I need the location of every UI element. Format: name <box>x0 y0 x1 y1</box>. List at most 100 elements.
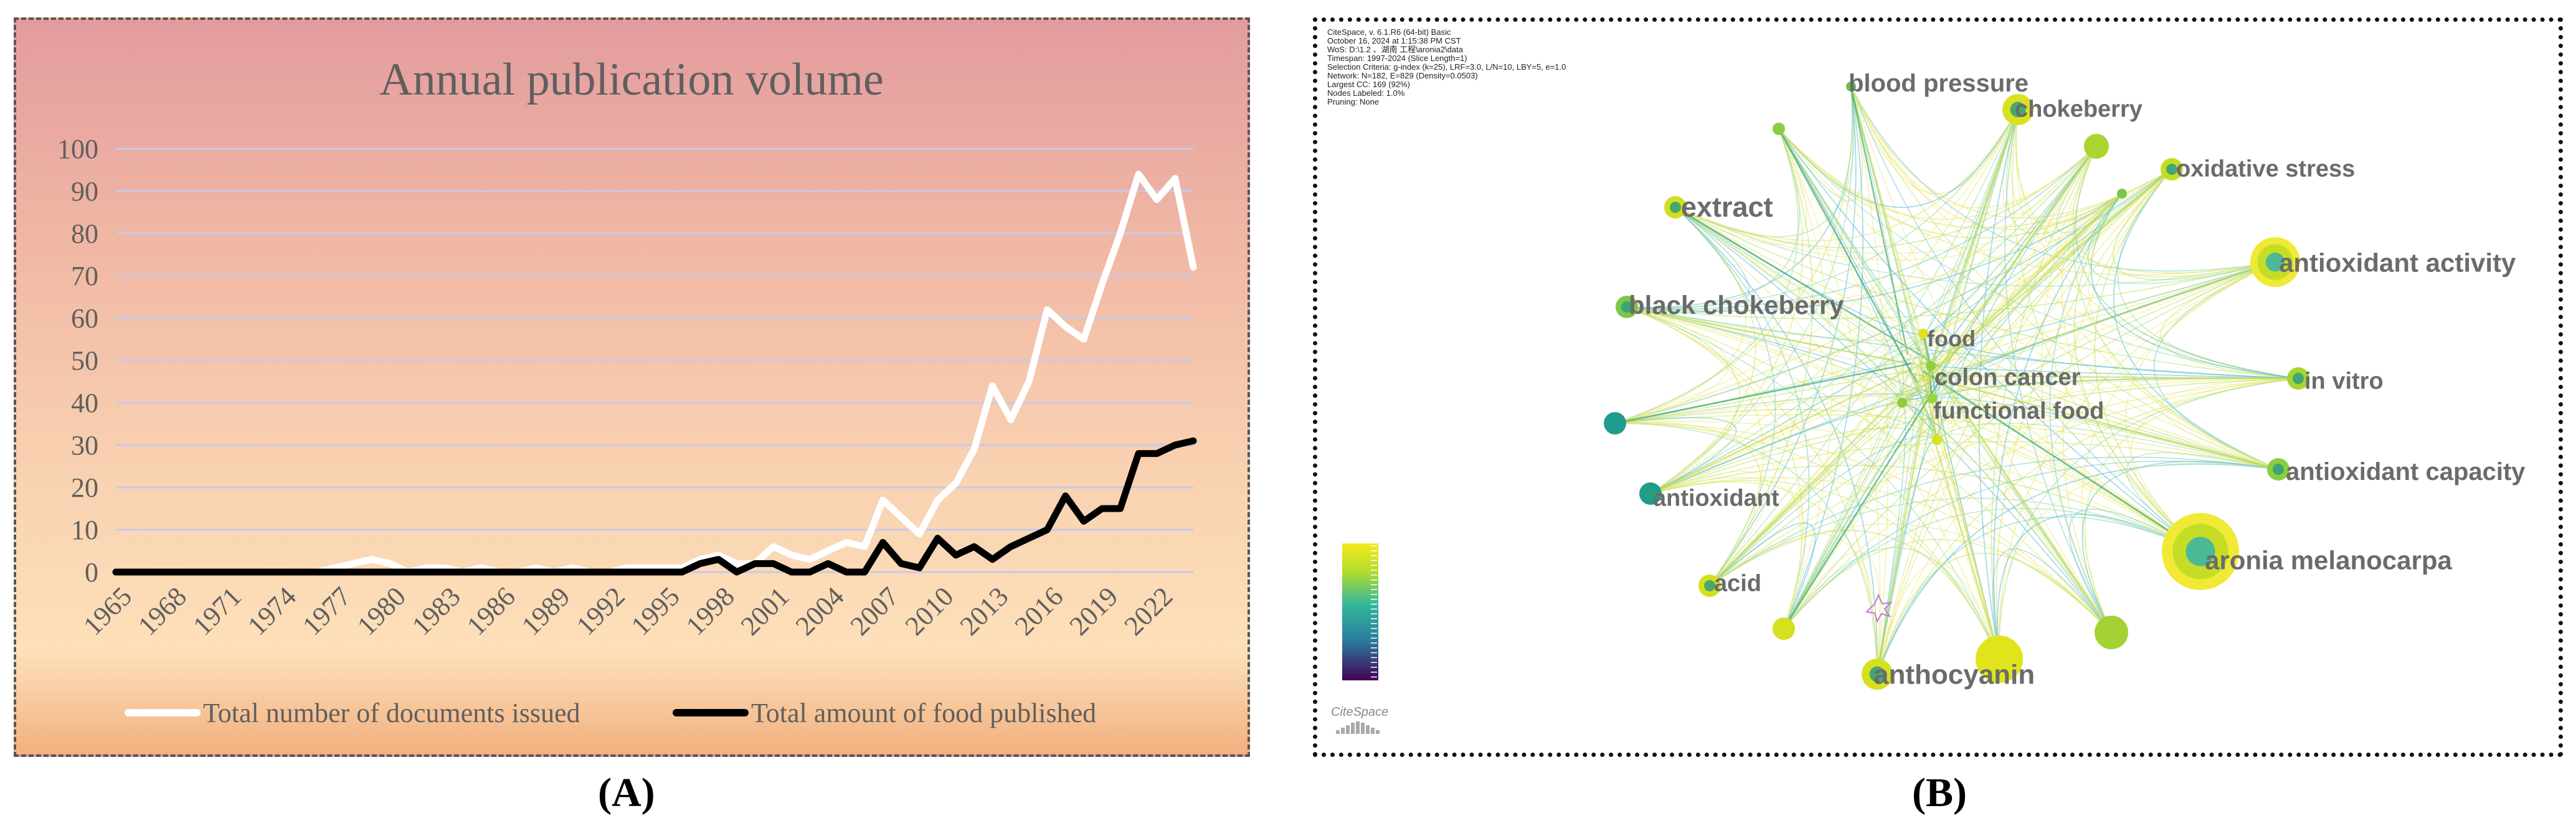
network-edge <box>1626 193 2123 312</box>
network-edge <box>1614 422 2112 633</box>
info-line: Nodes Labeled: 1.0% <box>1327 88 1405 98</box>
color-scale-bar <box>1342 543 1378 680</box>
network-edge <box>1783 333 1924 629</box>
network-edge <box>2161 378 2299 470</box>
network-node-label: oxidative stress <box>2176 156 2355 182</box>
x-tick-label: 2004 <box>790 581 850 641</box>
y-tick-label: 80 <box>71 218 98 249</box>
network-node <box>1918 329 1928 339</box>
info-line: Network: N=182, E=829 (Density=0.0503) <box>1327 71 1478 80</box>
network-node <box>1932 435 1942 445</box>
network-edge <box>1626 128 1800 309</box>
info-line: CiteSpace, v. 6.1.R6 (64-bit) Basic <box>1327 27 1451 37</box>
network-edge <box>2049 193 2123 633</box>
network-node-core <box>2166 164 2177 175</box>
x-tick-label: 1971 <box>187 581 247 641</box>
network-edge <box>1614 423 2000 660</box>
network-edge <box>1778 128 1881 675</box>
network-edges <box>1614 86 2299 675</box>
network-node-label: black chokeberry <box>1629 291 1844 320</box>
network-edge <box>1783 547 2000 660</box>
network-edge <box>1709 109 2019 586</box>
network-edge <box>2005 109 2123 235</box>
network-node-core <box>2273 464 2284 475</box>
panel-b-label: (B) <box>1912 770 1967 815</box>
network-edge <box>1928 358 2113 633</box>
network-edge <box>1877 333 1924 675</box>
y-tick-label: 30 <box>71 430 98 461</box>
info-line: October 16, 2024 at 1:15:38 PM CST <box>1327 36 1461 45</box>
network-edge <box>1877 562 2000 675</box>
network-edge <box>1850 86 2112 633</box>
info-line: Timespan: 1997-2024 (Slice Length=1) <box>1327 54 1467 63</box>
network-edge <box>1930 261 2276 367</box>
chart-title: Annual publication volume <box>379 54 884 105</box>
y-tick-label: 50 <box>71 345 98 376</box>
citespace-logo: CiteSpace <box>1331 705 1389 719</box>
network-edge <box>1614 362 1912 425</box>
network-edge <box>1709 378 2299 586</box>
network-edge <box>1778 128 2000 660</box>
network-edge <box>2113 169 2276 281</box>
network-node <box>2117 189 2127 199</box>
network-edge <box>1614 414 2279 470</box>
network-edge <box>1626 306 1741 494</box>
y-tick-label: 60 <box>71 303 98 334</box>
network-edge <box>1877 552 2112 675</box>
y-tick-label: 20 <box>71 472 98 503</box>
network-edge <box>1626 306 1878 675</box>
network-edge <box>1778 128 1903 403</box>
network-edge <box>1614 146 2097 424</box>
network-edge <box>1877 261 2276 675</box>
network-node-label: antioxidant <box>1653 485 1779 511</box>
gridlines <box>116 148 1193 573</box>
network-edge <box>1850 86 2279 470</box>
network-edge <box>1675 207 2276 287</box>
network-edge <box>1614 422 1802 629</box>
legend-label: Total amount of food published <box>751 698 1096 728</box>
panel-a-line-chart: Annual publication volume 0 10 20 30 40 50 60 7… <box>14 17 1250 757</box>
panel-a-label: (A) <box>598 770 655 815</box>
network-edge <box>1675 146 2097 249</box>
y-tick-label: 0 <box>85 557 98 588</box>
network-node <box>1846 82 1856 92</box>
network-edge <box>1614 395 1903 424</box>
network-edge <box>1998 462 2279 660</box>
network-edge <box>1709 522 1816 629</box>
network-edge <box>1936 438 2112 633</box>
network-edge <box>1922 370 2201 553</box>
x-tick-label: 2007 <box>845 581 905 641</box>
network-edge <box>1998 261 2276 660</box>
network-edge <box>2088 193 2279 470</box>
network-edge <box>1778 128 2123 239</box>
network-edge <box>1939 146 2098 367</box>
network-edge <box>1936 261 2276 441</box>
network-edge <box>1930 109 2019 370</box>
x-tick-label: 1986 <box>461 581 521 641</box>
network-edge <box>1675 207 2000 660</box>
network-edge <box>1992 548 2112 660</box>
network-node-label: colon cancer <box>1934 364 2081 390</box>
network-edge <box>1675 207 1878 675</box>
network-edge <box>1650 128 1804 494</box>
network-node-label: blood pressure <box>1849 70 2029 97</box>
network-edge <box>1850 86 2201 552</box>
network-node <box>2084 134 2109 159</box>
network-edge <box>2015 109 2299 379</box>
network-edge <box>1783 375 1944 629</box>
network-edge <box>1783 551 1881 675</box>
series-lines <box>112 171 1197 576</box>
network-edge <box>1936 423 2279 470</box>
network-edge <box>1614 408 1938 441</box>
network-edge <box>1675 109 2019 242</box>
citespace-logo-bars <box>1336 720 1386 734</box>
x-tick-label: 2019 <box>1064 581 1124 641</box>
network-edge <box>2073 146 2279 470</box>
y-tick-label: 90 <box>71 176 98 207</box>
network-edge <box>2084 378 2299 633</box>
y-tick-label: 100 <box>57 134 98 164</box>
network-edge <box>1778 128 2276 276</box>
network-edge <box>1923 333 2299 379</box>
network-node-core <box>2293 373 2304 384</box>
x-tick-label: 1965 <box>77 581 138 641</box>
